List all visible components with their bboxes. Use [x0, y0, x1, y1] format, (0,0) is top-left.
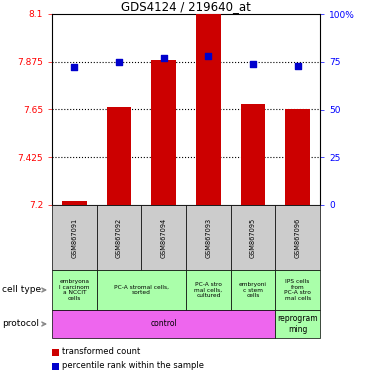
Bar — [241, 104, 265, 205]
Point — [116, 59, 122, 65]
Bar — [151, 60, 176, 205]
Point — [161, 55, 167, 61]
Text: PC-A stromal cells,
sorted: PC-A stromal cells, sorted — [114, 285, 169, 295]
Bar — [196, 14, 221, 205]
Text: GSM867096: GSM867096 — [295, 217, 301, 258]
Bar — [285, 109, 310, 205]
Point — [250, 61, 256, 67]
Bar — [52, 362, 59, 369]
Point — [71, 65, 77, 71]
Text: IPS cells
from
PC-A stro
mal cells: IPS cells from PC-A stro mal cells — [284, 279, 311, 301]
Text: embryona
l carcinom
a NCCIT
cells: embryona l carcinom a NCCIT cells — [59, 279, 89, 301]
Text: control: control — [150, 319, 177, 328]
Text: percentile rank within the sample: percentile rank within the sample — [62, 361, 204, 371]
Bar — [107, 108, 131, 205]
Text: GSM867091: GSM867091 — [71, 217, 77, 258]
Bar — [62, 201, 86, 205]
Text: protocol: protocol — [2, 319, 39, 328]
Text: PC-A stro
mal cells,
cultured: PC-A stro mal cells, cultured — [194, 282, 222, 298]
Bar — [52, 349, 59, 356]
Text: GSM867095: GSM867095 — [250, 217, 256, 258]
Text: GSM867093: GSM867093 — [205, 217, 211, 258]
Text: GSM867092: GSM867092 — [116, 217, 122, 258]
Text: embryoni
c stem
cells: embryoni c stem cells — [239, 282, 267, 298]
Text: transformed count: transformed count — [62, 348, 140, 356]
Text: GSM867094: GSM867094 — [161, 217, 167, 258]
Text: reprogram
ming: reprogram ming — [278, 314, 318, 334]
Title: GDS4124 / 219640_at: GDS4124 / 219640_at — [121, 0, 251, 13]
Point — [206, 53, 211, 59]
Point — [295, 63, 301, 69]
Text: cell type: cell type — [2, 285, 41, 295]
